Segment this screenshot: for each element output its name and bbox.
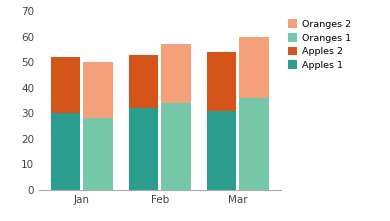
Bar — [239, 37, 269, 98]
Bar — [239, 98, 269, 190]
Bar — [129, 108, 158, 190]
Bar — [83, 62, 113, 118]
Bar — [161, 44, 191, 103]
Bar — [129, 55, 158, 108]
Bar — [161, 103, 191, 190]
Bar — [83, 118, 113, 190]
Bar — [51, 57, 80, 113]
Legend: Oranges 2, Oranges 1, Apples 2, Apples 1: Oranges 2, Oranges 1, Apples 2, Apples 1 — [288, 19, 351, 70]
Bar — [207, 52, 236, 111]
Bar — [51, 113, 80, 190]
Bar — [207, 111, 236, 190]
